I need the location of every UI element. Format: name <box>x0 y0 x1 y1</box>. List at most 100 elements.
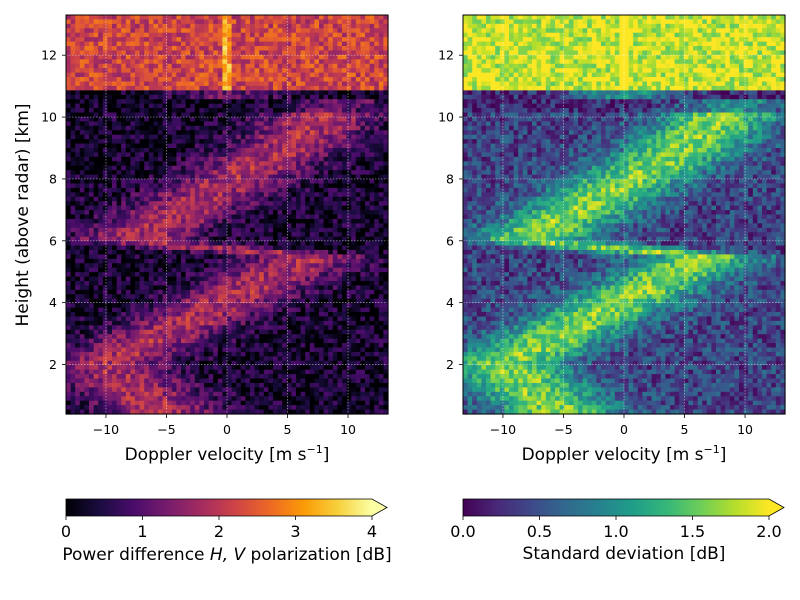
heatmap-cell <box>185 46 191 52</box>
heatmap-cell <box>236 139 242 145</box>
heatmap-cell <box>171 218 177 224</box>
heatmap-cell <box>286 192 292 198</box>
heatmap-cell <box>250 19 256 25</box>
heatmap-cell <box>365 187 371 193</box>
heatmap-cell <box>314 254 320 260</box>
heatmap-cell <box>263 125 269 131</box>
heatmap-cell <box>217 90 223 96</box>
heatmap-cell <box>130 298 136 304</box>
heatmap-cell <box>369 63 375 69</box>
heatmap-cell <box>282 249 288 255</box>
heatmap-cell <box>365 258 371 264</box>
heatmap-cell <box>89 148 95 154</box>
heatmap-cell <box>332 263 338 269</box>
heatmap-cell <box>369 108 375 114</box>
heatmap-cell <box>296 134 302 140</box>
heatmap-cell <box>245 227 251 233</box>
heatmap-cell <box>199 316 205 322</box>
heatmap-cell <box>121 320 127 326</box>
heatmap-cell <box>300 267 306 273</box>
heatmap-cell <box>208 121 214 127</box>
heatmap-cell <box>144 210 150 216</box>
heatmap-cell <box>148 205 154 211</box>
heatmap-cell <box>268 258 274 264</box>
heatmap-cell <box>245 63 251 69</box>
heatmap-cell <box>79 223 85 229</box>
heatmap-cell <box>254 312 260 318</box>
heatmap-cell <box>369 214 375 220</box>
heatmap-cell <box>222 254 228 260</box>
heatmap-cell <box>369 94 375 100</box>
heatmap-cell <box>378 32 384 38</box>
heatmap-cell <box>254 165 260 171</box>
heatmap-cell <box>98 289 104 295</box>
heatmap-cell <box>360 241 366 247</box>
heatmap-cell <box>217 19 223 25</box>
heatmap-cell <box>125 32 131 38</box>
heatmap-cell <box>162 263 168 269</box>
heatmap-cell <box>254 258 260 264</box>
heatmap-cell <box>199 187 205 193</box>
heatmap-cell <box>360 143 366 149</box>
heatmap-cell <box>70 329 76 335</box>
heatmap-cell <box>167 37 173 43</box>
heatmap-cell <box>162 294 168 300</box>
heatmap-cell <box>369 227 375 233</box>
heatmap-cell <box>296 50 302 56</box>
heatmap-cell <box>185 276 191 282</box>
heatmap-cell <box>171 37 177 43</box>
heatmap-cell <box>227 254 233 260</box>
heatmap-cell <box>199 46 205 52</box>
heatmap-cell <box>102 223 108 229</box>
heatmap-cell <box>125 77 131 83</box>
heatmap-cell <box>167 298 173 304</box>
heatmap-cell <box>360 28 366 34</box>
heatmap-cell <box>378 281 384 287</box>
heatmap-cell <box>204 148 210 154</box>
heatmap-cell <box>190 241 196 247</box>
heatmap-cell <box>374 236 380 242</box>
heatmap-cell <box>75 37 81 43</box>
heatmap-cell <box>328 116 334 122</box>
heatmap-cell <box>204 15 210 21</box>
heatmap-cell <box>277 205 283 211</box>
heatmap-cell <box>148 121 154 127</box>
heatmap-cell <box>194 325 200 331</box>
heatmap-cell <box>102 103 108 109</box>
heatmap-cell <box>130 139 136 145</box>
heatmap-cell <box>250 46 256 52</box>
heatmap-cell <box>75 316 81 322</box>
heatmap-cell <box>158 23 164 29</box>
heatmap-cell <box>296 99 302 105</box>
heatmap-cell <box>112 249 118 255</box>
heatmap-cell <box>130 232 136 238</box>
heatmap-cell <box>213 325 219 331</box>
heatmap-cell <box>236 303 242 309</box>
heatmap-cell <box>360 210 366 216</box>
heatmap-cell <box>314 218 320 224</box>
heatmap-cell <box>360 99 366 105</box>
heatmap-cell <box>176 148 182 154</box>
heatmap-cell <box>227 59 233 65</box>
heatmap-cell <box>158 232 164 238</box>
heatmap-cell <box>263 161 269 167</box>
heatmap-cell <box>355 263 361 269</box>
heatmap-cell <box>158 116 164 122</box>
heatmap-cell <box>167 77 173 83</box>
heatmap-cell <box>346 312 352 318</box>
heatmap-cell <box>199 94 205 100</box>
heatmap-cell <box>217 267 223 273</box>
heatmap-cell <box>121 152 127 158</box>
heatmap-cell <box>190 236 196 242</box>
heatmap-cell <box>98 90 104 96</box>
heatmap-cell <box>240 37 246 43</box>
heatmap-cell <box>309 254 315 260</box>
heatmap-cell <box>245 165 251 171</box>
heatmap-cell <box>286 294 292 300</box>
heatmap-cell <box>332 285 338 291</box>
heatmap-cell <box>167 236 173 242</box>
heatmap-cell <box>153 312 159 318</box>
heatmap-cell <box>296 170 302 176</box>
heatmap-cell <box>89 32 95 38</box>
heatmap-cell <box>286 272 292 278</box>
